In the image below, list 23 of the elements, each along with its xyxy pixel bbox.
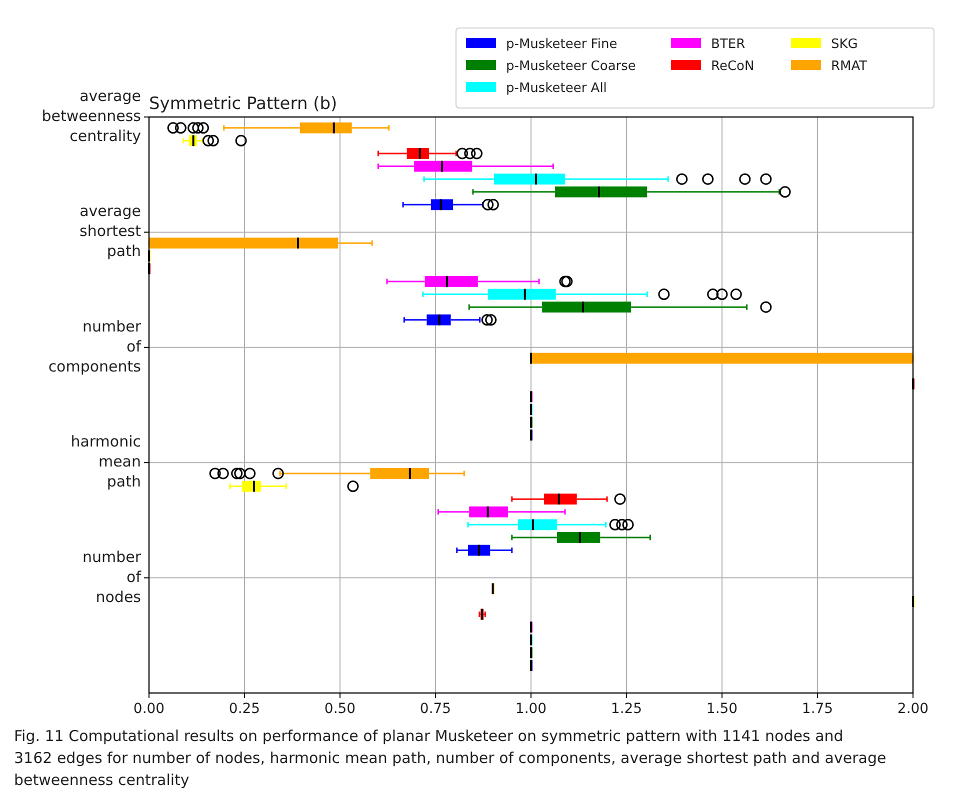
y-tick-label: average shortest path [80, 202, 142, 260]
legend-label: p-Musketeer Fine [506, 37, 618, 52]
x-tick-label: 1.25 [610, 701, 642, 717]
chart-title: Symmetric Pattern (b) [149, 94, 338, 114]
legend-label: p-Musketeer All [506, 81, 607, 96]
y-tick-label: number of components [48, 317, 142, 376]
y-tick-label: average betweenness centrality [42, 87, 142, 146]
legend-label: SKG [831, 37, 858, 52]
x-tick-label: 0.50 [324, 701, 356, 717]
x-tick-label: 1.75 [802, 701, 834, 717]
y-tick-label: number of nodes [82, 548, 142, 606]
y-tick-label: harmonic mean path [70, 432, 141, 491]
x-tick-label: 0.00 [133, 701, 165, 717]
x-tick-label: 0.25 [228, 701, 260, 717]
x-tick-label: 1.00 [515, 701, 547, 717]
legend-label: BTER [711, 37, 746, 52]
x-tick-label: 2.00 [897, 701, 929, 717]
x-tick-label: 0.75 [420, 701, 452, 717]
caption: Fig. 11 Computational results on performance of planar Musketeer on symmetric pattern with 1141 nodes and 3162 edges for number of nodes, harmonic mean path, number of components, average shortest path and average betweenness centrality [14, 727, 886, 789]
legend-label: ReCoN [711, 59, 754, 74]
legend-label: p-Musketeer Coarse [506, 59, 636, 74]
legend-label: RMAT [831, 59, 868, 74]
x-tick-label: 1.50 [706, 701, 738, 717]
